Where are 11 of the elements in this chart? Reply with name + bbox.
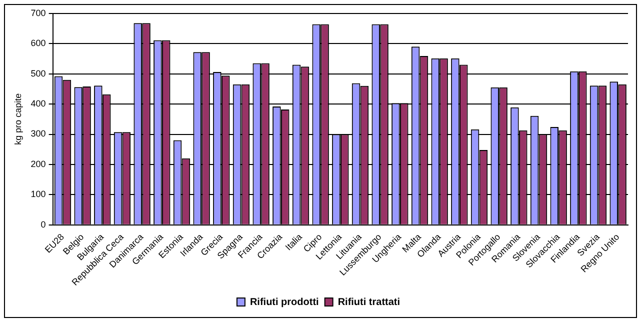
y-tick-label: 400	[30, 98, 46, 109]
y-tick-label: 200	[30, 158, 46, 169]
y-axis-title: kg pro capite	[12, 93, 23, 145]
y-tick-label: 100	[30, 189, 46, 200]
y-tick-label: 0	[40, 219, 46, 230]
y-tick-label: 300	[30, 128, 46, 139]
y-tick-label: 700	[30, 8, 46, 18]
legend-label: Rifiuti prodotti	[250, 296, 320, 308]
legend-label: Rifiuti trattati	[338, 296, 400, 308]
y-tick-label: 600	[30, 38, 46, 48]
y-tick-label: 500	[30, 68, 46, 78]
